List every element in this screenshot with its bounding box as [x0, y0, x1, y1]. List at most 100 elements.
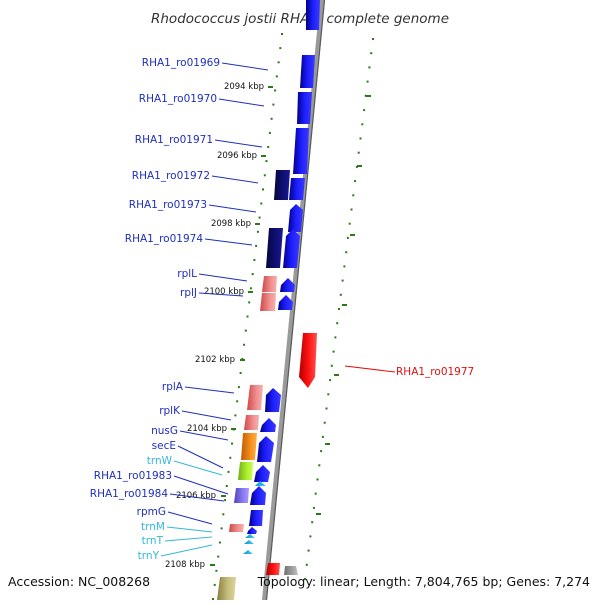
- gene-arrow[interactable]: [288, 204, 303, 232]
- gene-label[interactable]: RHA1_ro01974: [125, 233, 204, 245]
- gene-arrow[interactable]: [278, 295, 293, 310]
- trna-marker[interactable]: [244, 540, 254, 544]
- gene-arrow[interactable]: [297, 92, 312, 124]
- gene-label[interactable]: RHA1_ro01984: [90, 488, 169, 500]
- highlighted-gene-label[interactable]: RHA1_ro01977: [396, 366, 474, 378]
- gene-label[interactable]: rplA: [162, 381, 184, 393]
- gene-label[interactable]: rpmG: [137, 506, 166, 518]
- gene-arrow[interactable]: [250, 486, 266, 505]
- gene-arrow[interactable]: [247, 527, 257, 534]
- inner-tick: [224, 499, 227, 502]
- inner-tick: [222, 513, 225, 516]
- inner-tick: [260, 202, 263, 205]
- outer-tick: [307, 549, 310, 552]
- kbp-tick: [221, 495, 226, 497]
- gene-block[interactable]: [234, 488, 249, 503]
- inner-tick: [227, 470, 230, 473]
- kbp-tick: [240, 359, 245, 361]
- trna-marker[interactable]: [243, 550, 253, 554]
- gene-block[interactable]: [217, 577, 236, 600]
- label-leader-line: [221, 62, 269, 71]
- inner-tick: [241, 357, 244, 360]
- gene-arrow[interactable]: [300, 55, 315, 88]
- inner-tick: [246, 315, 249, 318]
- label-leader-lines: [160, 62, 269, 557]
- gene-block[interactable]: [284, 566, 298, 575]
- inner-tick: [239, 372, 242, 374]
- inner-tick: [256, 230, 259, 233]
- gene-block[interactable]: [229, 524, 244, 532]
- gene-label[interactable]: rplK: [159, 405, 181, 417]
- label-leader-line: [181, 410, 232, 421]
- gene-label[interactable]: trnT: [142, 535, 164, 547]
- gene-block[interactable]: [238, 462, 253, 480]
- gene-label[interactable]: RHA1_ro01970: [139, 93, 217, 105]
- label-leader-line: [173, 475, 229, 495]
- outer-tick: [363, 109, 366, 112]
- kbp-tick: [210, 564, 215, 566]
- gene-arrow[interactable]: [283, 229, 300, 268]
- outer-tick: [325, 407, 328, 410]
- outer-tick: [357, 151, 360, 154]
- gene-arrow[interactable]: [293, 128, 309, 174]
- gene-label[interactable]: trnW: [147, 455, 173, 467]
- gene-arrow[interactable]: [257, 436, 274, 462]
- inner-tick: [270, 117, 273, 120]
- label-leader-line: [164, 536, 213, 542]
- inner-tick: [236, 400, 239, 403]
- outer-tick: [323, 421, 326, 424]
- trna-marker[interactable]: [255, 481, 266, 486]
- gene-arrow[interactable]: [254, 465, 270, 482]
- gene-label[interactable]: rplL: [177, 268, 197, 280]
- gene-label[interactable]: trnY: [138, 550, 160, 562]
- gene-label[interactable]: secE: [152, 440, 176, 452]
- outer-tick: [348, 222, 351, 225]
- gene-block[interactable]: [274, 170, 290, 200]
- gene-arrow[interactable]: [249, 510, 263, 526]
- outer-tick: [343, 265, 346, 268]
- outer-tick-ruler: [304, 38, 374, 580]
- gene-label[interactable]: nusG: [151, 425, 178, 437]
- inner-tick: [248, 301, 251, 304]
- label-leader-line: [184, 386, 235, 394]
- gene-block[interactable]: [244, 415, 259, 430]
- gene-block[interactable]: [241, 433, 257, 460]
- kbp-tick: [261, 155, 266, 157]
- gene-arrow[interactable]: [260, 418, 276, 432]
- gene-block[interactable]: [260, 293, 276, 311]
- outer-tick: [350, 208, 353, 211]
- gene-block[interactable]: [247, 385, 263, 410]
- outer-tick: [314, 492, 317, 495]
- gene-arrow[interactable]: [306, 0, 320, 30]
- gene-label[interactable]: RHA1_ro01969: [142, 57, 220, 69]
- outer-tick: [311, 521, 314, 524]
- gene-label[interactable]: RHA1_ro01983: [94, 470, 172, 482]
- gene-label[interactable]: trnM: [141, 521, 165, 533]
- inner-tick: [215, 569, 218, 572]
- inner-tick: [229, 456, 232, 459]
- gene-label[interactable]: RHA1_ro01973: [129, 199, 207, 211]
- gene-block[interactable]: [266, 228, 283, 268]
- outer-tick: [332, 350, 335, 353]
- gene-arrow[interactable]: [289, 178, 305, 200]
- trna-marker[interactable]: [245, 534, 255, 538]
- outer-tick: [329, 379, 332, 382]
- inner-tick: [255, 244, 258, 247]
- gene-arrow[interactable]: [280, 278, 295, 292]
- gene-block[interactable]: [266, 563, 280, 575]
- gene-label[interactable]: rplJ: [180, 287, 197, 299]
- outer-tick: [341, 279, 344, 282]
- outer-tick: [366, 80, 369, 83]
- gene-label[interactable]: RHA1_ro01971: [135, 134, 213, 146]
- gene-block[interactable]: [262, 276, 277, 292]
- outer-tick: [370, 52, 373, 55]
- kbp-label: 2104 kbp: [187, 424, 227, 434]
- kbp-label: 2108 kbp: [165, 560, 205, 570]
- label-leader-line: [166, 526, 213, 533]
- gene-arrow[interactable]: [265, 388, 281, 412]
- highlighted-gene-arrow[interactable]: [299, 333, 317, 388]
- label-leader-line: [160, 544, 213, 557]
- gene-labels: RHA1_ro01969 RHA1_ro01970 RHA1_ro01971 RHA1…: [90, 57, 220, 562]
- gene-label[interactable]: RHA1_ro01972: [132, 170, 210, 182]
